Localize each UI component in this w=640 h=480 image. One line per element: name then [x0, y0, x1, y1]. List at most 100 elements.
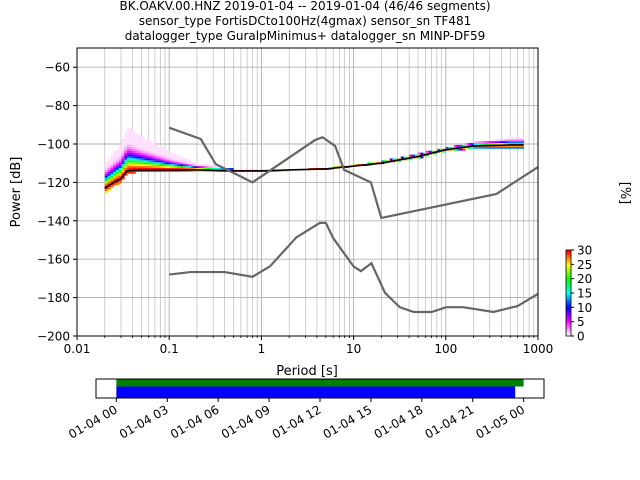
density-cell [127, 131, 131, 134]
density-cell [163, 158, 167, 161]
density-cell [157, 146, 161, 149]
density-cell [166, 158, 170, 161]
density-cell [520, 141, 525, 144]
density-cell [135, 150, 139, 153]
density-cell [456, 148, 460, 151]
density-cell [492, 146, 497, 149]
density-cell [171, 166, 175, 168]
density-cell [110, 158, 114, 161]
density-cell [411, 154, 416, 157]
density-cell [370, 164, 374, 167]
density-cell [185, 168, 189, 170]
density-cell [138, 168, 142, 170]
density-cell [509, 141, 513, 144]
density-cell [141, 162, 145, 165]
density-cell [163, 150, 167, 153]
density-cell [146, 152, 150, 155]
colorbar-segment [566, 290, 571, 292]
density-cell [160, 156, 164, 159]
colorbar-segment [566, 288, 571, 291]
density-cell [113, 162, 117, 165]
density-cell [129, 144, 133, 147]
density-cell [118, 181, 122, 184]
density-cell [180, 169, 184, 172]
density-cell [135, 168, 139, 170]
density-cell [129, 131, 133, 134]
density-cell [129, 160, 133, 163]
density-cell [166, 166, 170, 168]
colorbar-segment [566, 268, 571, 271]
density-cell [155, 156, 159, 159]
density-cell [395, 160, 399, 163]
colorbar-segment [566, 255, 571, 258]
title-line-1: BK.OAKV.00.HNZ 2019-01-04 -- 2019-01-04 … [119, 0, 490, 13]
plot-frame [76, 47, 539, 337]
density-cell [129, 133, 133, 136]
colorbar-segment [566, 333, 571, 335]
density-cell [518, 143, 522, 145]
density-cell [180, 164, 184, 167]
colorbar-label: [%] [617, 182, 632, 205]
density-cell [127, 162, 131, 165]
density-cell [490, 143, 494, 145]
density-cell [132, 164, 136, 167]
density-cell [202, 166, 206, 168]
density-cell [155, 158, 159, 161]
density-cell [166, 169, 170, 172]
density-cell [174, 158, 178, 161]
density-cell [512, 137, 516, 140]
density-cell [113, 156, 117, 159]
density-cell [107, 169, 111, 172]
density-cell [188, 164, 192, 167]
density-cell [199, 166, 203, 168]
colorbar-tick-label: 0 [577, 330, 585, 344]
density-cell [143, 144, 147, 147]
density-cell [138, 158, 142, 161]
density-cell [143, 168, 147, 170]
density-cell [465, 144, 469, 147]
density-cell [428, 150, 432, 153]
colorbar-segment [566, 330, 571, 333]
density-cell [509, 143, 513, 145]
density-cell [113, 152, 117, 155]
density-cell [157, 158, 161, 161]
density-cell [286, 169, 290, 172]
density-cell [509, 137, 513, 140]
density-cell [498, 139, 502, 142]
density-cell [205, 166, 209, 168]
density-cell [143, 160, 147, 163]
density-cell [506, 139, 511, 142]
density-cell [118, 158, 122, 161]
density-cell [127, 152, 131, 155]
density-cell [113, 169, 117, 172]
density-cell [107, 171, 111, 174]
density-cell [121, 162, 125, 165]
colorbar-tick-label: 30 [577, 244, 592, 258]
density-cell [127, 160, 131, 163]
coverage-bar [116, 386, 516, 398]
density-cell [138, 141, 142, 144]
density-cell [157, 162, 161, 165]
density-cell [199, 164, 203, 167]
density-cell [152, 162, 156, 165]
density-cell [168, 166, 173, 168]
density-cell [157, 164, 161, 167]
density-cell [107, 187, 111, 190]
density-cell [118, 160, 122, 163]
density-cell [121, 148, 125, 151]
density-cell [135, 133, 139, 136]
density-cell [104, 162, 108, 165]
density-cell [143, 143, 147, 145]
density-cell [185, 158, 189, 161]
density-cell [188, 166, 192, 168]
density-cell [152, 166, 156, 168]
colorbar-segment [566, 272, 571, 275]
colorbar-segment [566, 310, 571, 313]
density-cell [127, 148, 131, 151]
density-cell [504, 139, 508, 142]
density-cell [166, 154, 170, 157]
colorbar-segment [566, 261, 571, 264]
colorbar-segment [566, 321, 571, 324]
density-cell [439, 148, 444, 151]
density-cell [129, 162, 133, 165]
